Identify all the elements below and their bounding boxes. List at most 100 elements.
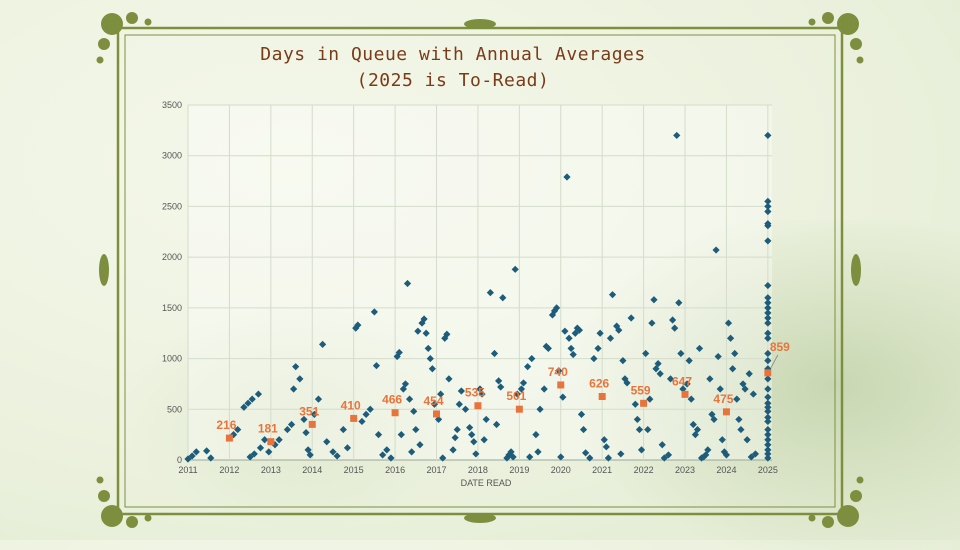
data-point	[366, 405, 374, 413]
data-point	[292, 363, 300, 371]
data-point	[453, 425, 461, 434]
data-point	[434, 415, 443, 424]
average-label: 466	[382, 393, 402, 407]
data-point	[290, 385, 298, 393]
data-point	[287, 420, 296, 429]
data-point	[240, 403, 248, 411]
data-point	[557, 453, 565, 461]
data-point	[764, 399, 772, 407]
data-point	[428, 365, 436, 373]
data-point	[675, 299, 683, 307]
data-point	[687, 395, 695, 403]
average-label: 740	[548, 365, 568, 379]
corner-ornament-top-left	[96, 12, 152, 64]
data-point	[513, 390, 521, 398]
data-point	[553, 304, 561, 312]
data-point	[619, 357, 627, 365]
data-point	[304, 446, 312, 454]
data-point	[250, 450, 258, 458]
data-point	[615, 326, 623, 334]
data-point	[642, 349, 650, 358]
data-point	[192, 448, 200, 456]
average-label: 535	[465, 386, 485, 400]
y-tick-label: 3000	[162, 151, 182, 161]
data-point	[550, 307, 559, 315]
data-point	[764, 413, 772, 421]
x-tick-label: 2014	[302, 465, 322, 475]
x-tick-label: 2022	[634, 465, 654, 475]
data-point	[457, 387, 465, 395]
data-point	[358, 417, 366, 426]
data-point	[571, 329, 579, 337]
data-point	[314, 395, 323, 403]
data-point	[586, 454, 594, 462]
chart-title-line1: Days in Queue with Annual Averages	[260, 44, 646, 65]
data-point	[370, 308, 378, 316]
data-point	[664, 451, 673, 459]
data-point	[306, 451, 314, 459]
average-label: 559	[631, 383, 651, 397]
average-marker	[474, 402, 482, 410]
data-point	[764, 436, 772, 444]
data-point	[764, 281, 772, 290]
data-point	[582, 449, 590, 457]
data-point	[623, 379, 631, 387]
data-point	[443, 330, 451, 338]
data-point	[720, 448, 728, 456]
data-point	[449, 446, 457, 454]
chart-title: Days in Queue with Annual Averages (2025…	[180, 42, 726, 94]
average-label: 475	[713, 392, 733, 406]
data-point	[671, 324, 679, 332]
average-marker	[391, 409, 399, 417]
average-label: 859	[770, 340, 790, 354]
data-point	[536, 405, 544, 413]
data-point	[621, 375, 629, 383]
data-point	[718, 436, 726, 444]
data-point	[677, 349, 685, 358]
data-point	[387, 454, 395, 462]
data-point	[685, 357, 693, 365]
x-tick-label: 2021	[592, 465, 612, 475]
data-point	[749, 390, 757, 398]
x-axis-label: DATE READ	[461, 478, 512, 488]
average-label: 351	[299, 404, 319, 418]
data-point	[737, 425, 745, 434]
data-point	[329, 448, 337, 456]
data-point	[424, 344, 432, 353]
data-point	[764, 375, 772, 383]
data-point	[600, 436, 608, 444]
data-point	[596, 329, 604, 337]
data-point	[207, 454, 215, 462]
data-point	[745, 370, 753, 378]
data-point	[716, 385, 724, 393]
x-tick-label: 2020	[551, 465, 571, 475]
data-point	[764, 431, 772, 439]
y-tick-label: 500	[167, 404, 182, 414]
data-point	[283, 425, 292, 434]
average-marker	[433, 410, 441, 418]
data-point	[575, 326, 584, 334]
data-point	[246, 453, 254, 461]
data-point	[499, 294, 507, 302]
data-point	[726, 334, 735, 342]
data-point	[563, 173, 571, 181]
data-point	[646, 395, 654, 403]
data-point	[495, 377, 503, 385]
data-point	[764, 237, 772, 245]
data-point	[613, 322, 621, 330]
data-point	[631, 400, 639, 408]
data-point	[445, 375, 453, 383]
data-point	[408, 448, 416, 456]
data-point	[764, 314, 772, 322]
data-point	[412, 425, 420, 434]
data-point	[714, 352, 722, 361]
data-point	[455, 400, 463, 408]
data-point	[542, 342, 550, 350]
data-point	[764, 309, 772, 317]
data-point	[764, 385, 772, 393]
average-label: 626	[589, 377, 609, 391]
data-point	[559, 393, 567, 401]
data-point	[602, 443, 610, 451]
data-point	[511, 265, 519, 273]
axis-ticks: 0 500 1000 1500 2000 2500 3000 3500 2011 2012 2013…	[162, 100, 778, 475]
